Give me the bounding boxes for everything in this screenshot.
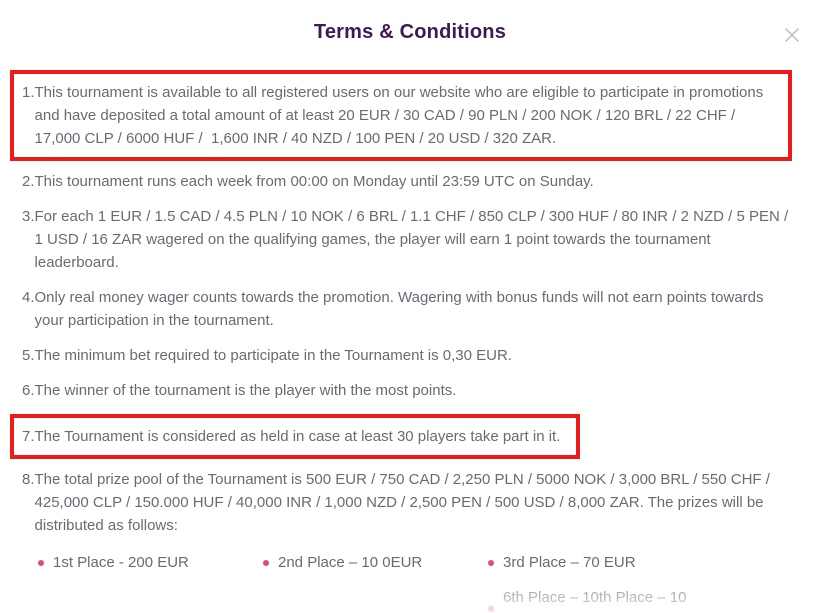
- prize-item-4: 4th Place – 50 EUR: [38, 609, 256, 613]
- term-item-5: 5. The minimum bet required to participa…: [22, 344, 792, 367]
- prize-label: 4th Place – 50 EUR: [53, 609, 256, 613]
- term-item-1: 1. This tournament is available to all r…: [10, 70, 792, 161]
- close-button[interactable]: [782, 25, 802, 45]
- term-number: 8.: [22, 471, 35, 488]
- term-number: 2.: [22, 173, 35, 190]
- prize-label: 1st Place - 200 EUR: [53, 554, 189, 571]
- term-number: 4.: [22, 289, 35, 306]
- term-number: 1.: [22, 84, 35, 101]
- term-text: Only real money wager counts towards the…: [34, 289, 768, 329]
- prize-label: 2nd Place – 10 0EUR: [278, 554, 423, 571]
- term-number: 7.: [22, 428, 35, 445]
- close-icon: [784, 27, 800, 43]
- terms-content: 1. This tournament is available to all r…: [0, 44, 820, 613]
- term-item-6: 6. The winner of the tournament is the p…: [22, 379, 792, 402]
- term-number: 6.: [22, 382, 35, 399]
- bullet-icon: [263, 559, 269, 566]
- prize-item-2: 2nd Place – 10 0EUR: [263, 551, 481, 574]
- bullet-icon: [488, 606, 494, 612]
- term-text: This tournament is available to all regi…: [34, 84, 768, 147]
- term-item-7: 7. The Tournament is considered as held …: [10, 414, 581, 459]
- prize-item-5: 5th Place – 30 EUR: [263, 609, 481, 613]
- modal-header: Terms & Conditions: [0, 0, 820, 44]
- term-text: This tournament runs each week from 00:0…: [34, 173, 594, 190]
- term-number: 3.: [22, 208, 35, 225]
- term-text: For each 1 EUR / 1.5 CAD / 4.5 PLN / 10 …: [34, 208, 793, 271]
- prize-item-3: 3rd Place – 70 EUR: [488, 551, 706, 574]
- term-item-4: 4. Only real money wager counts towards …: [22, 286, 792, 332]
- prize-label: 6th Place – 10th Place – 10 EUR: [503, 589, 687, 613]
- term-item-2: 2. This tournament runs each week from 0…: [22, 170, 792, 193]
- bullet-icon: [38, 559, 44, 566]
- prize-item-6: 6th Place – 10th Place – 10 EUR: [488, 586, 706, 613]
- term-text: The minimum bet required to participate …: [34, 347, 512, 364]
- term-text: The winner of the tournament is the play…: [34, 382, 457, 399]
- term-item-8: 8. The total prize pool of the Tournamen…: [22, 468, 792, 537]
- bullet-icon: [488, 559, 494, 566]
- term-item-3: 3. For each 1 EUR / 1.5 CAD / 4.5 PLN / …: [22, 205, 792, 274]
- prize-label: 3rd Place – 70 EUR: [503, 554, 636, 571]
- term-text: The total prize pool of the Tournament i…: [34, 471, 775, 534]
- term-number: 5.: [22, 347, 35, 364]
- prize-list: 1st Place - 200 EUR 2nd Place – 10 0EUR …: [38, 551, 792, 613]
- prize-label: 5th Place – 30 EUR: [278, 609, 481, 613]
- prize-item-1: 1st Place - 200 EUR: [38, 551, 256, 574]
- page-title: Terms & Conditions: [313, 21, 507, 43]
- term-text: The Tournament is considered as held in …: [34, 428, 561, 445]
